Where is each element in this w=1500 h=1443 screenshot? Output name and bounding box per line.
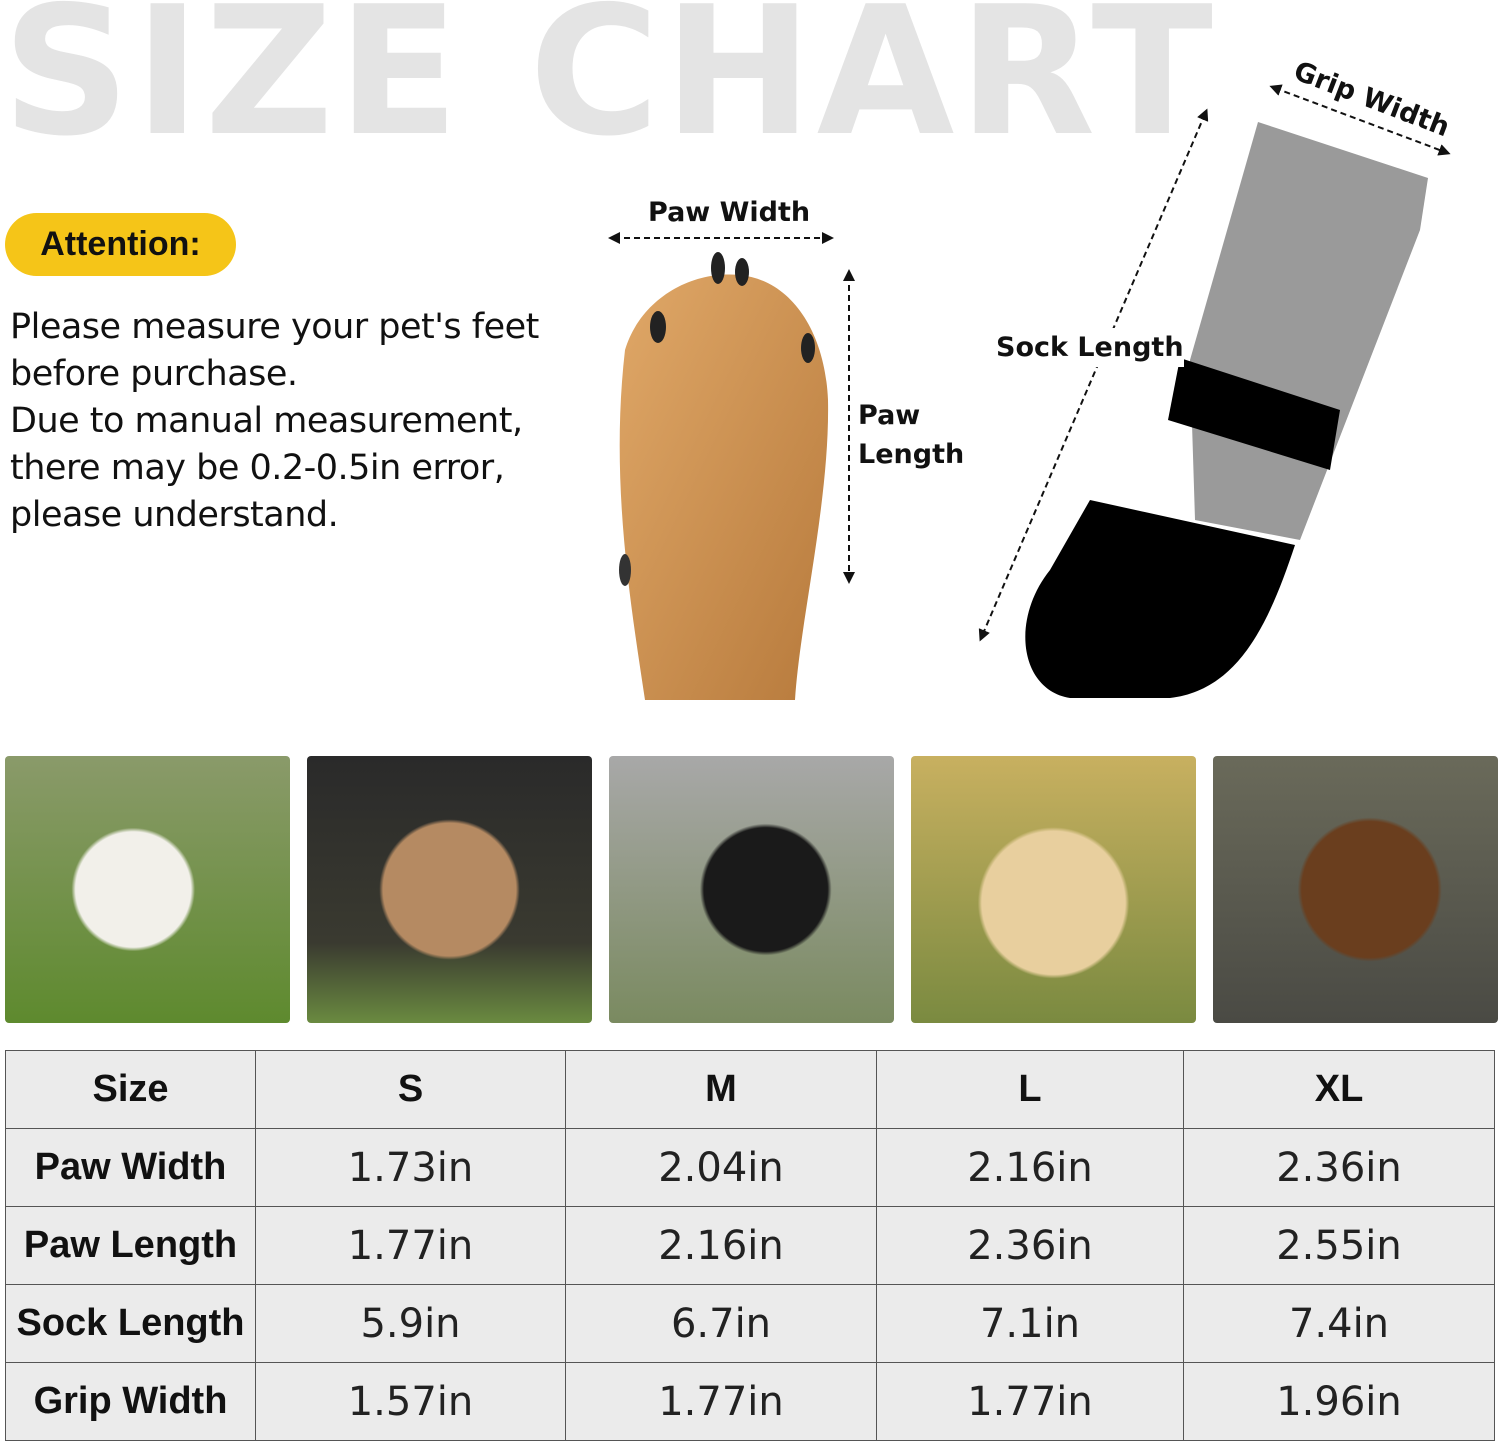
row-label: Paw Length xyxy=(5,1206,256,1285)
west-highland-terrier-photo xyxy=(5,756,290,1023)
labrador-photo xyxy=(911,756,1196,1023)
cell: 2.55in xyxy=(1183,1206,1495,1285)
header-cell: M xyxy=(565,1050,877,1129)
paw-width-label: Paw Width xyxy=(648,197,811,228)
table-row: Paw Length 1.77in 2.16in 2.36in 2.55in xyxy=(5,1206,1495,1285)
header-cell: XL xyxy=(1183,1050,1495,1129)
measurement-diagram: Grip Width xyxy=(608,56,1454,700)
table-row: Paw Width 1.73in 2.04in 2.16in 2.36in xyxy=(5,1128,1495,1207)
row-label: Grip Width xyxy=(5,1362,256,1441)
sock-image xyxy=(1025,122,1428,698)
table-header-row: Size S M L XL xyxy=(5,1050,1495,1129)
cell: 1.77in xyxy=(255,1206,566,1285)
sock-length-label: Sock Length xyxy=(996,328,1184,367)
header-cell: Size xyxy=(5,1050,256,1129)
cell: 2.16in xyxy=(876,1128,1184,1207)
cell: 7.4in xyxy=(1183,1284,1495,1363)
cell: 2.04in xyxy=(565,1128,877,1207)
note-line: Please measure your pet's feet xyxy=(10,307,539,347)
cell: 6.7in xyxy=(565,1284,877,1363)
attention-badge: Attention: xyxy=(5,213,236,276)
cell: 2.36in xyxy=(1183,1128,1495,1207)
cell: 5.9in xyxy=(255,1284,566,1363)
row-label: Paw Width xyxy=(5,1128,256,1207)
note-line: please understand. xyxy=(10,495,339,535)
border-collie-photo xyxy=(609,756,894,1023)
header-cell: L xyxy=(876,1050,1184,1129)
row-label: Sock Length xyxy=(5,1284,256,1363)
french-bulldog-photo xyxy=(307,756,592,1023)
cell: 2.16in xyxy=(565,1206,877,1285)
attention-notes: Please measure your pet's feet before pu… xyxy=(10,304,539,539)
cell: 1.77in xyxy=(565,1362,877,1441)
cell: 1.73in xyxy=(255,1128,566,1207)
cell: 1.57in xyxy=(255,1362,566,1441)
size-table: Size S M L XL Paw Width 1.73in 2.04in 2.… xyxy=(5,1050,1495,1441)
note-line: before purchase. xyxy=(10,354,298,394)
table-row: Sock Length 5.9in 6.7in 7.1in 7.4in xyxy=(5,1284,1495,1363)
paw-image xyxy=(619,252,829,700)
table-row: Grip Width 1.57in 1.77in 1.77in 1.96in xyxy=(5,1362,1495,1441)
german-shepherd-photo xyxy=(1213,756,1498,1023)
cell: 1.77in xyxy=(876,1362,1184,1441)
dog-photos xyxy=(5,756,1498,1023)
note-line: there may be 0.2-0.5in error, xyxy=(10,448,505,488)
header-cell: S xyxy=(255,1050,566,1129)
note-line: Due to manual measurement, xyxy=(10,401,523,441)
cell: 1.96in xyxy=(1183,1362,1495,1441)
paw-length-label-2: Length xyxy=(858,439,965,470)
grip-width-label: Grip Width xyxy=(1289,56,1453,144)
cell: 7.1in xyxy=(876,1284,1184,1363)
grip-width-arrow xyxy=(1269,84,1451,156)
paw-length-label-1: Paw xyxy=(858,400,921,431)
sock-length-arrow xyxy=(978,108,1209,642)
cell: 2.36in xyxy=(876,1206,1184,1285)
